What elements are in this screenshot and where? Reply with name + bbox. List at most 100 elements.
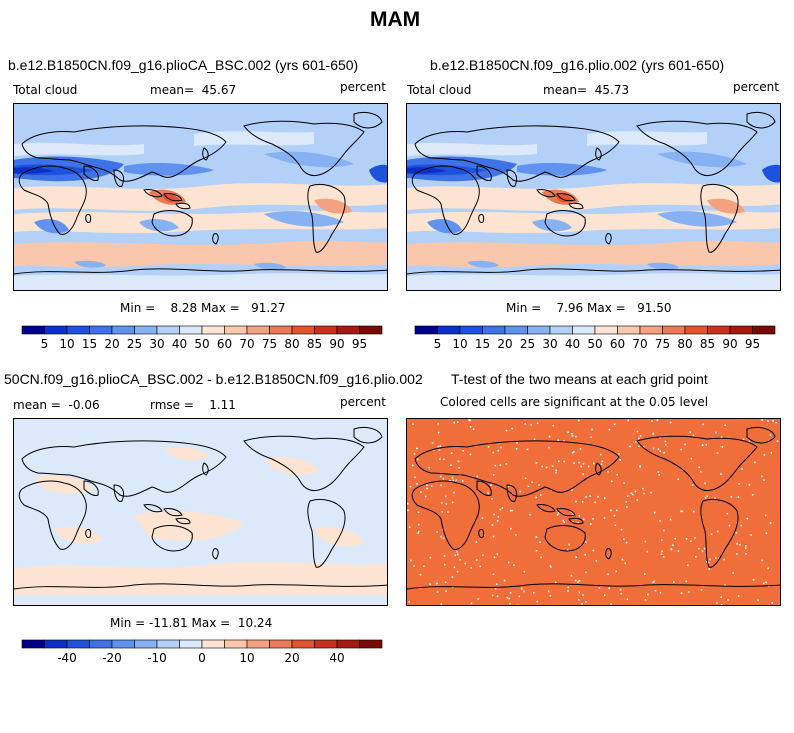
colorbar-swatch bbox=[572, 325, 596, 335]
nonsignificant-cell bbox=[616, 473, 618, 476]
nonsignificant-cell bbox=[436, 591, 439, 593]
nonsignificant-cell bbox=[555, 469, 558, 471]
nonsignificant-cell bbox=[579, 448, 582, 450]
nonsignificant-cell bbox=[656, 419, 659, 422]
nonsignificant-cell bbox=[459, 558, 461, 561]
nonsignificant-cell bbox=[620, 592, 622, 595]
panel3-max-label: Max = bbox=[191, 616, 231, 630]
panel1-min-value: 8.28 bbox=[170, 301, 198, 315]
nonsignificant-cell bbox=[694, 537, 696, 539]
nonsignificant-cell bbox=[698, 466, 700, 469]
nonsignificant-cell bbox=[439, 445, 442, 447]
colorbar-swatch bbox=[459, 325, 483, 335]
nonsignificant-cell bbox=[629, 445, 631, 448]
nonsignificant-cell bbox=[437, 445, 440, 448]
nonsignificant-cell bbox=[440, 484, 442, 487]
nonsignificant-cell bbox=[567, 590, 569, 592]
nonsignificant-cell bbox=[429, 583, 431, 585]
nonsignificant-cell bbox=[516, 442, 518, 444]
nonsignificant-cell bbox=[776, 440, 779, 442]
nonsignificant-cell bbox=[540, 494, 542, 496]
nonsignificant-cell bbox=[418, 523, 420, 526]
colorbar-swatch bbox=[21, 639, 45, 649]
nonsignificant-cell bbox=[684, 443, 686, 446]
nonsignificant-cell bbox=[704, 496, 707, 499]
nonsignificant-cell bbox=[769, 522, 772, 524]
nonsignificant-cell bbox=[664, 440, 667, 443]
nonsignificant-cell bbox=[659, 450, 662, 452]
nonsignificant-cell bbox=[571, 433, 573, 435]
nonsignificant-cell bbox=[487, 492, 489, 494]
nonsignificant-cell bbox=[653, 580, 655, 583]
nonsignificant-cell bbox=[492, 474, 495, 476]
nonsignificant-cell bbox=[767, 567, 769, 570]
colorbar-swatch bbox=[269, 325, 293, 335]
nonsignificant-cell bbox=[618, 453, 620, 455]
nonsignificant-cell bbox=[524, 423, 527, 425]
nonsignificant-cell bbox=[570, 574, 573, 577]
nonsignificant-cell bbox=[492, 573, 495, 576]
nonsignificant-cell bbox=[412, 464, 414, 467]
nonsignificant-cell bbox=[701, 444, 704, 446]
panel3-rmse-value: 1.11 bbox=[209, 398, 236, 412]
nonsignificant-cell bbox=[653, 511, 656, 514]
nonsignificant-cell bbox=[453, 421, 455, 424]
nonsignificant-cell bbox=[652, 432, 655, 435]
nonsignificant-cell bbox=[715, 431, 717, 434]
nonsignificant-cell bbox=[669, 518, 672, 521]
nonsignificant-cell bbox=[426, 487, 428, 490]
nonsignificant-cell bbox=[608, 428, 611, 431]
nonsignificant-cell bbox=[652, 581, 654, 584]
nonsignificant-cell bbox=[745, 545, 747, 547]
nonsignificant-cell bbox=[724, 424, 726, 426]
nonsignificant-cell bbox=[765, 581, 767, 584]
nonsignificant-cell bbox=[436, 531, 438, 533]
nonsignificant-cell bbox=[444, 563, 446, 566]
nonsignificant-cell bbox=[704, 482, 706, 485]
nonsignificant-cell bbox=[558, 460, 560, 463]
nonsignificant-cell bbox=[690, 457, 693, 460]
colorbar-swatch bbox=[224, 325, 248, 335]
nonsignificant-cell bbox=[496, 553, 499, 555]
nonsignificant-cell bbox=[754, 461, 756, 464]
nonsignificant-cell bbox=[503, 579, 506, 582]
nonsignificant-cell bbox=[750, 534, 752, 536]
panel1-units: percent bbox=[340, 80, 386, 94]
nonsignificant-cell bbox=[600, 463, 603, 465]
nonsignificant-cell bbox=[469, 419, 471, 422]
nonsignificant-cell bbox=[523, 590, 525, 593]
nonsignificant-cell bbox=[706, 561, 708, 563]
nonsignificant-cell bbox=[698, 547, 700, 550]
panel3-map bbox=[13, 418, 388, 606]
nonsignificant-cell bbox=[581, 603, 583, 605]
nonsignificant-cell bbox=[582, 462, 585, 465]
colorbar-swatch bbox=[156, 325, 180, 335]
colorbar-tick-label: 40 bbox=[565, 337, 580, 351]
nonsignificant-cell bbox=[700, 589, 703, 591]
nonsignificant-cell bbox=[634, 441, 637, 443]
panel2-min-label: Min = bbox=[506, 301, 542, 315]
nonsignificant-cell bbox=[513, 564, 515, 566]
colorbar-swatch bbox=[359, 325, 383, 335]
nonsignificant-cell bbox=[714, 497, 716, 500]
colorbar-swatch bbox=[504, 325, 528, 335]
nonsignificant-cell bbox=[619, 459, 621, 461]
nonsignificant-cell bbox=[412, 423, 414, 425]
nonsignificant-cell bbox=[740, 524, 743, 527]
colorbar-tick-label: 70 bbox=[632, 337, 647, 351]
nonsignificant-cell bbox=[535, 462, 538, 464]
panel4-case-title: T-test of the two means at each grid poi… bbox=[451, 371, 708, 387]
panel3-rmse-label: rmse = bbox=[150, 398, 194, 412]
nonsignificant-cell bbox=[535, 496, 537, 499]
colorbar-tick-label: 50 bbox=[587, 337, 602, 351]
nonsignificant-cell bbox=[536, 422, 539, 424]
colorbar-tick-label: 75 bbox=[262, 337, 277, 351]
nonsignificant-cell bbox=[447, 511, 449, 513]
nonsignificant-cell bbox=[496, 520, 499, 522]
colorbar-swatch bbox=[314, 639, 338, 649]
nonsignificant-cell bbox=[441, 502, 443, 504]
colorbar-tick-label: 85 bbox=[307, 337, 322, 351]
nonsignificant-cell bbox=[417, 511, 420, 513]
nonsignificant-cell bbox=[627, 419, 629, 422]
nonsignificant-cell bbox=[720, 473, 722, 475]
